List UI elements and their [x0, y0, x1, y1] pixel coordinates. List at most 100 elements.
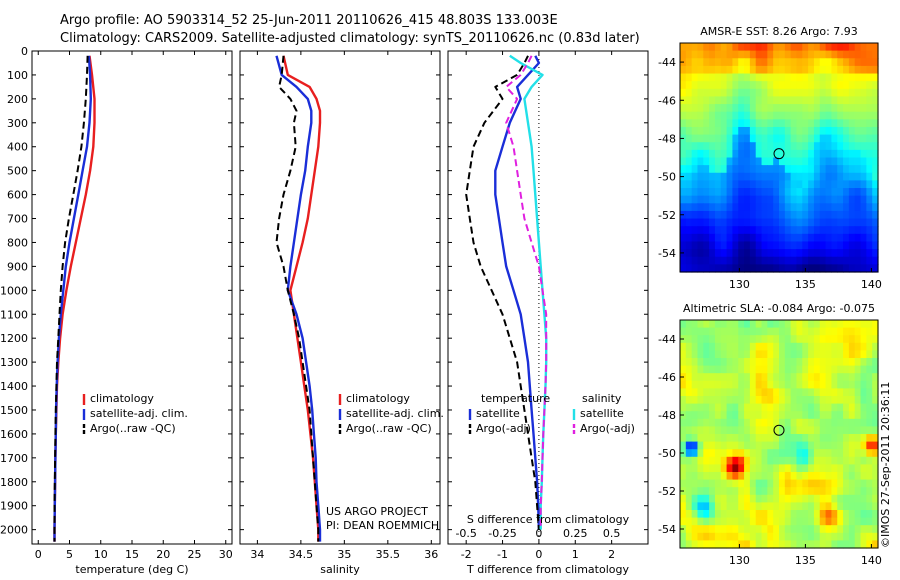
sst_map-cell: [848, 50, 856, 59]
sla_map-cell: [749, 525, 757, 534]
sla_map-cell: [761, 320, 768, 329]
sst_map-cell: [761, 58, 768, 67]
sla_map-cell: [790, 525, 798, 534]
sst_map-cell: [872, 203, 879, 212]
sla_map-cell: [749, 434, 757, 443]
sla_map-cell: [697, 403, 704, 412]
sst_map-cell: [685, 188, 693, 197]
sst_map-cell: [796, 58, 803, 67]
sst_map-cell: [790, 210, 798, 220]
sst_map-frame: [679, 42, 879, 273]
sst_map-cell: [796, 180, 803, 189]
sst_map-cell: [697, 73, 704, 82]
sla_map-cell: [720, 456, 728, 465]
sst_map-cell: [866, 180, 873, 189]
sst_map-cell: [802, 149, 809, 159]
sst_map-cell: [749, 126, 757, 136]
sla_map-cell: [860, 464, 867, 473]
sst_map-cell: [726, 88, 734, 98]
sla_map-cell: [784, 540, 792, 549]
sst_map-cell: [872, 172, 879, 181]
sst_map-cell: [685, 210, 693, 220]
sla_map-cell: [825, 373, 833, 382]
sla_map-cell: [703, 502, 710, 511]
sla_map-cell: [697, 388, 704, 397]
difference-xtick-label: 1: [572, 548, 579, 561]
sst_map-cell: [703, 111, 710, 120]
sla_map-cell: [685, 327, 693, 336]
sst_map-cell: [854, 96, 862, 105]
sst_map-cell: [866, 96, 873, 105]
sst_map-cell: [813, 65, 821, 75]
sst_map-cell: [697, 180, 704, 189]
sst_map-cell: [697, 256, 704, 265]
sla_map-cell: [697, 380, 704, 389]
sst_map-cell: [854, 210, 862, 220]
sla_map-cell: [819, 380, 827, 389]
sla_map-cell: [779, 479, 786, 488]
sst_map-cell: [813, 43, 821, 52]
sla_map-cell: [685, 388, 693, 397]
sst_map-cell: [784, 165, 792, 174]
sst_map-cell: [697, 226, 704, 235]
sla_map-cell: [848, 502, 856, 511]
sla_map-cell: [726, 388, 734, 397]
sst_map-cell: [843, 43, 850, 52]
sst_map-cell: [779, 104, 786, 113]
sst_map-cell: [755, 111, 763, 120]
sla_map-cell: [732, 373, 739, 382]
sla_map-cell: [767, 350, 774, 359]
sst_map-cell: [738, 218, 745, 227]
sla_map-cell: [685, 350, 693, 359]
sst_map-cell: [837, 104, 844, 113]
sla_map-cell: [843, 350, 850, 359]
sla_map-cell: [773, 411, 780, 420]
sla_map-cell: [860, 403, 867, 412]
sst_map-cell: [848, 142, 856, 151]
sla_map-cell: [755, 350, 763, 359]
sla_map-cell: [767, 502, 774, 511]
sst_map-cell: [726, 165, 734, 174]
depth-tick-label: 600: [7, 189, 28, 202]
sla_map-cell: [837, 342, 844, 351]
sst_map-cell: [854, 249, 862, 258]
sla_map-cell: [779, 358, 786, 367]
sst_map-cell: [784, 172, 792, 181]
sst_map-cell: [680, 119, 687, 128]
sla_map-cell: [732, 517, 739, 526]
sst_map-cell: [773, 264, 780, 273]
sst_map-cell: [813, 58, 821, 67]
sla_map-cell: [767, 464, 774, 473]
sla_map-cell: [825, 494, 833, 503]
sla_map-cell: [872, 434, 879, 443]
depth-tick-label: 1700: [0, 452, 28, 465]
sla_map-cell: [784, 472, 792, 481]
sst_map-cell: [773, 241, 780, 250]
sst_map-cell: [872, 119, 879, 128]
sla_map-cell: [854, 335, 862, 344]
sla_map-cell: [819, 320, 827, 329]
sst_map-cell: [773, 43, 780, 52]
sla_map-cell: [767, 449, 774, 458]
sst_map-cell: [872, 126, 879, 136]
sla_map-cell: [854, 350, 862, 359]
sla_map-cell: [837, 472, 844, 481]
sst_map-cell: [714, 142, 722, 151]
sst_map-cell: [749, 65, 757, 75]
sla_map-cell: [691, 456, 699, 465]
sla_map-cell: [813, 464, 821, 473]
sla_map-cell: [848, 494, 856, 503]
sla_map-cell: [709, 403, 716, 412]
sst_map-cell: [802, 157, 809, 166]
sla_map-cell: [755, 380, 763, 389]
sla_map-cell: [773, 350, 780, 359]
sla_map-cell: [796, 396, 803, 405]
sla_map-cell: [837, 373, 844, 382]
sla_map-cell: [773, 365, 780, 374]
sla_map-cell: [767, 540, 774, 549]
sst_map-cell: [779, 58, 786, 67]
sst_map-cell: [837, 73, 844, 82]
sla_map-cell: [738, 350, 745, 359]
sla_map-cell: [831, 449, 838, 458]
